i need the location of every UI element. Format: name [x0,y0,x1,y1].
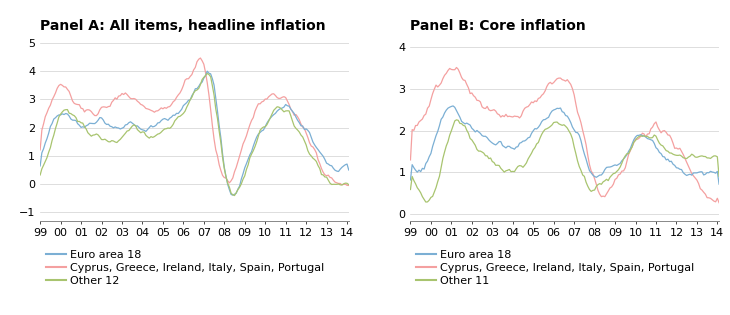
Text: Panel B: Core inflation: Panel B: Core inflation [410,20,586,33]
Legend: Euro area 18, Cyprus, Greece, Ireland, Italy, Spain, Portugal, Other 11: Euro area 18, Cyprus, Greece, Ireland, I… [416,250,695,286]
Legend: Euro area 18, Cyprus, Greece, Ireland, Italy, Spain, Portugal, Other 12: Euro area 18, Cyprus, Greece, Ireland, I… [46,250,324,286]
Text: Panel A: All items, headline inflation: Panel A: All items, headline inflation [40,20,326,33]
